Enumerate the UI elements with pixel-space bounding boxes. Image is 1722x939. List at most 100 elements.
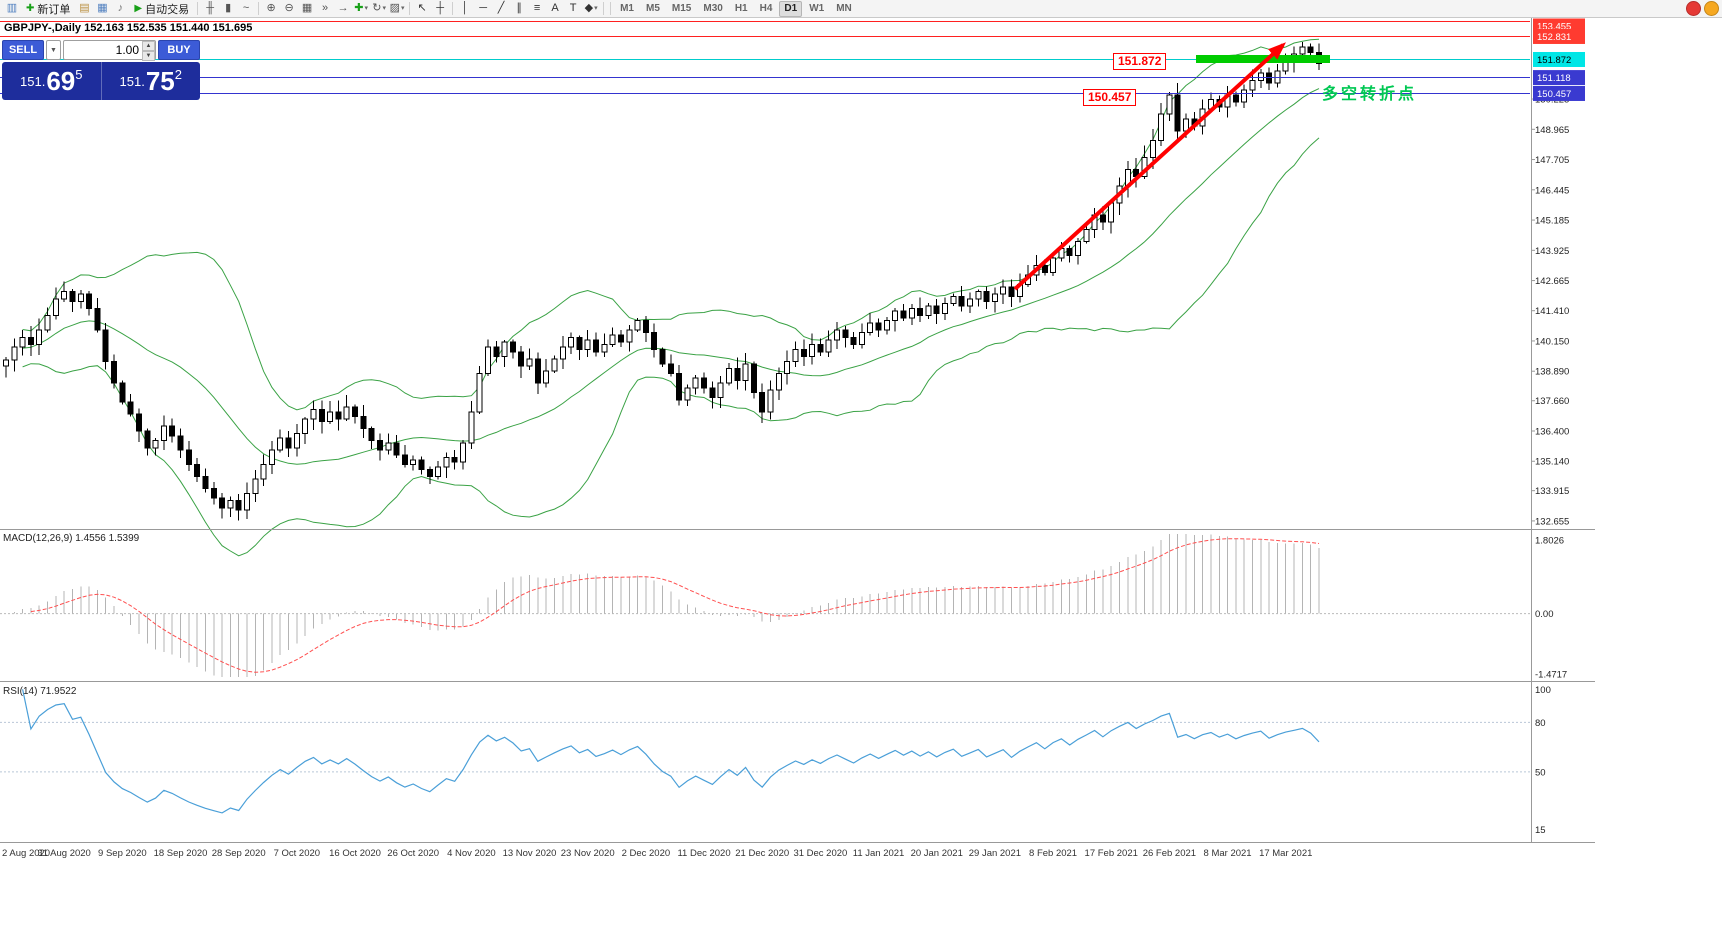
bull-candle xyxy=(310,408,317,420)
new-chart-icon[interactable]: ▥ xyxy=(6,2,18,14)
timeframe-M5[interactable]: M5 xyxy=(646,3,660,14)
mql5-badge-icon[interactable] xyxy=(1686,1,1701,16)
rsi-tick-label: 100 xyxy=(1535,685,1551,696)
auto-trading-button[interactable]: ▶ 自动交易 xyxy=(129,1,194,16)
date-label: 20 Jan 2021 xyxy=(911,848,963,859)
bull-candle xyxy=(435,466,442,478)
toolbar-separator xyxy=(452,2,454,15)
resistance-zone[interactable] xyxy=(1196,55,1330,63)
bear-candle xyxy=(933,305,940,314)
trend-arrow[interactable] xyxy=(1013,42,1286,291)
arrows-menu-icon[interactable]: ◆ ▾ xyxy=(584,2,598,14)
bear-candle xyxy=(676,372,683,401)
bull-candle xyxy=(692,377,699,389)
crosshair-icon[interactable]: ┼ xyxy=(436,2,444,14)
timeframe-H4[interactable]: H4 xyxy=(759,3,773,14)
bull-candle xyxy=(925,305,932,317)
bear-candle xyxy=(509,341,516,353)
timeframe-MN[interactable]: MN xyxy=(836,3,852,14)
line-chart-type-icon[interactable]: ~ xyxy=(242,2,250,14)
chart-shift-icon[interactable]: → xyxy=(337,2,349,14)
timeframe-M15[interactable]: M15 xyxy=(671,3,692,14)
chevron-down-icon: ▾ xyxy=(401,5,405,12)
chevron-down-icon: ▼ xyxy=(50,46,57,54)
buy-button[interactable]: BUY xyxy=(158,40,200,60)
equidistant-channel-icon[interactable]: ∥ xyxy=(516,2,522,14)
toolbar-separator xyxy=(197,2,199,15)
timeframe-M1[interactable]: M1 xyxy=(620,3,634,14)
date-label: 11 Jan 2021 xyxy=(853,848,905,859)
price-annotation-151872[interactable]: 151.872 xyxy=(1113,53,1167,70)
text-icon[interactable]: A xyxy=(551,2,559,14)
price-tick-label: 133.915 xyxy=(1535,486,1569,497)
bull-candle xyxy=(1257,72,1264,81)
trendline-icon[interactable]: ╱ xyxy=(497,2,505,14)
chart-window-icon[interactable]: ▤ xyxy=(79,2,90,14)
price-tick-label: 142.665 xyxy=(1535,276,1569,287)
rsi-tick-label: 80 xyxy=(1535,718,1546,729)
bull-candle xyxy=(1108,202,1115,223)
bear-candle xyxy=(318,408,325,422)
bid-price[interactable]: 151. 69 5 xyxy=(20,66,83,96)
ask-price[interactable]: 151. 75 2 xyxy=(119,66,182,96)
timeframe-W1[interactable]: W1 xyxy=(809,3,825,14)
templates-menu-icon[interactable]: ▨ ▾ xyxy=(389,2,405,14)
bear-candle xyxy=(875,322,882,331)
volume-dropdown-caret[interactable]: ▼ xyxy=(46,40,61,60)
bollinger-middle-band xyxy=(22,88,1320,465)
bear-candle xyxy=(393,442,400,456)
indicators-menu-icon[interactable]: ✚ ▾ xyxy=(354,2,368,14)
bear-candle xyxy=(376,440,383,451)
alert-sound-icon[interactable]: ♪ xyxy=(117,2,124,14)
price-annotation-150457[interactable]: 150.457 xyxy=(1083,89,1137,106)
sell-button[interactable]: SELL xyxy=(2,40,44,60)
vertical-line-icon[interactable]: │ xyxy=(461,2,469,14)
bull-candle xyxy=(792,348,799,362)
macd-tick-label: 1.8026 xyxy=(1535,536,1564,547)
text-label-icon[interactable]: T xyxy=(569,2,577,14)
date-label: 18 Sep 2020 xyxy=(154,848,208,859)
horizontal-line-icon[interactable]: ─ xyxy=(479,2,487,14)
timeframe-D1[interactable]: D1 xyxy=(779,0,803,17)
bull-candle xyxy=(1074,240,1081,257)
volume-increase-button[interactable]: ▲ xyxy=(142,41,155,51)
bear-candle xyxy=(983,291,990,302)
zoom-out-icon[interactable]: ⊖ xyxy=(284,2,294,14)
bear-candle xyxy=(817,344,824,353)
volume-input[interactable] xyxy=(63,40,156,60)
bull-candle xyxy=(77,293,84,302)
bull-candle xyxy=(327,411,334,422)
price-tick-label: 145.185 xyxy=(1535,216,1569,227)
cursor-icon[interactable]: ↖ xyxy=(417,2,427,14)
zoom-in-icon[interactable]: ⊕ xyxy=(266,2,276,14)
news-badge-icon[interactable] xyxy=(1704,1,1719,16)
bear-candle xyxy=(185,449,192,466)
bull-candle xyxy=(468,411,475,444)
bar-chart-type-icon[interactable]: ╫ xyxy=(206,2,214,14)
fibonacci-icon[interactable]: ≡ xyxy=(533,2,541,14)
macd-tick-label: -1.4717 xyxy=(1535,669,1567,680)
auto-scroll-icon[interactable]: » xyxy=(322,2,329,14)
bull-candle xyxy=(551,358,558,372)
periods-menu-icon[interactable]: ↻ ▾ xyxy=(372,2,386,14)
tile-windows-icon[interactable]: ▦ xyxy=(301,2,313,14)
bear-candle xyxy=(135,413,142,432)
bear-candle xyxy=(144,430,151,449)
bull-candle xyxy=(1249,79,1256,91)
toolbar-separator xyxy=(258,2,260,15)
profiles-icon[interactable]: ▦ xyxy=(97,2,108,14)
bear-candle xyxy=(177,435,184,451)
candlestick-chart-type-icon[interactable]: ▮ xyxy=(225,2,232,14)
timeframe-H1[interactable]: H1 xyxy=(734,3,748,14)
bull-candle xyxy=(227,500,234,509)
panel-separators xyxy=(0,18,1595,843)
auto-trading-button-label: 自动交易 xyxy=(145,3,190,16)
volume-decrease-button[interactable]: ▼ xyxy=(142,51,155,61)
timeframe-M30[interactable]: M30 xyxy=(703,3,723,14)
new-order-button[interactable]: ✚ 新订单 xyxy=(21,1,75,16)
price-axis[interactable]: 150.225148.965147.705146.445145.185143.9… xyxy=(1532,18,1585,837)
bull-bear-turning-point-note[interactable]: 多空转折点 xyxy=(1322,86,1418,103)
bollinger-lower-band xyxy=(22,137,1320,557)
